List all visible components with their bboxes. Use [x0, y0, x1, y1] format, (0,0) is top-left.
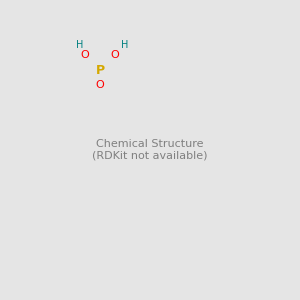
Text: H: H — [121, 40, 129, 50]
Text: O: O — [81, 50, 89, 60]
Text: O: O — [111, 50, 119, 60]
Text: P: P — [95, 64, 105, 76]
Text: H: H — [76, 40, 84, 50]
Text: Chemical Structure
(RDKit not available): Chemical Structure (RDKit not available) — [92, 139, 208, 161]
Text: O: O — [96, 80, 104, 90]
